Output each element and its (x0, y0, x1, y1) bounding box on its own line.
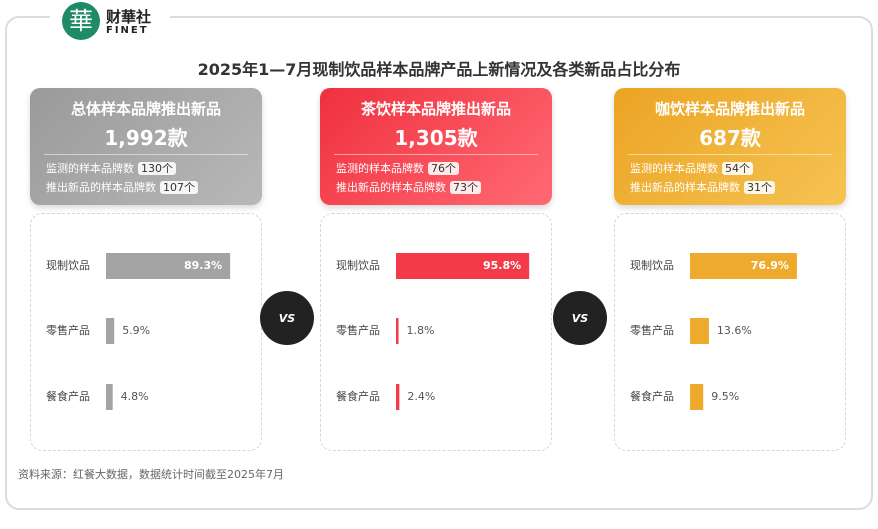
stat-label: 推出新品的样本品牌数 (336, 181, 446, 194)
panel-card: 咖饮样本品牌推出新品 687款监测的样本品牌数 54个推出新品的样本品牌数 31个 (614, 88, 846, 205)
panel-stat: 监测的样本品牌数 76个 (336, 160, 459, 176)
panel-total: 1,992款 (104, 126, 188, 150)
panel-title: 总体样本品牌推出新品 (70, 100, 221, 118)
panel-card: 总体样本品牌推出新品 1,992款监测的样本品牌数 130个推出新品的样本品牌数 10… (30, 88, 262, 205)
stat-value: 73个 (450, 181, 481, 194)
category-label: 零售产品 (336, 323, 380, 337)
stat-value: 130个 (138, 162, 176, 175)
logo: 華 财華社 FINET (50, 0, 170, 44)
stat-label: 推出新品的样本品牌数 (630, 181, 740, 194)
category-label: 现制饮品 (630, 259, 674, 272)
logo-latin: FINET (106, 25, 149, 36)
value-label: 5.9% (122, 324, 150, 337)
stat-value: 107个 (160, 181, 198, 194)
bar (396, 253, 530, 279)
category-label: 零售产品 (46, 323, 90, 337)
bar (106, 253, 231, 279)
chart-box (30, 213, 262, 451)
value-label: 2.4% (407, 390, 435, 403)
logo-name: 财華社 (106, 8, 152, 26)
title: 2025年1—7月现制饮品样本品牌产品上新情况及各类新品占比分布 (197, 60, 681, 79)
panel-stat: 推出新品的样本品牌数 73个 (336, 179, 481, 195)
chart-box (320, 213, 552, 451)
divider (334, 154, 538, 155)
vs-badge (553, 291, 607, 345)
stat-value: 76个 (428, 162, 459, 175)
category-label: 餐食产品 (336, 389, 380, 403)
stat-label: 监测的样本品牌数 (46, 162, 134, 175)
bar (690, 318, 709, 344)
bar (690, 384, 704, 410)
value-label: 95.8% (483, 259, 521, 272)
chart-box (614, 213, 846, 451)
logo-mark: 華 (62, 2, 100, 40)
bar (106, 318, 115, 344)
divider (628, 154, 832, 155)
frame (5, 16, 873, 510)
category-label: 现制饮品 (46, 259, 90, 272)
panel-card: 茶饮样本品牌推出新品 1,305款监测的样本品牌数 76个推出新品的样本品牌数 73个 (320, 88, 552, 205)
stat-label: 监测的样本品牌数 (630, 162, 718, 175)
bar (396, 318, 399, 344)
vs-text: VS (279, 312, 296, 325)
panel-stat: 监测的样本品牌数 130个 (46, 160, 176, 176)
panel-total: 687款 (699, 126, 761, 150)
divider (44, 154, 248, 155)
stat-label: 监测的样本品牌数 (336, 162, 424, 175)
category-label: 餐食产品 (46, 389, 90, 403)
stat-label: 推出新品的样本品牌数 (46, 181, 156, 194)
vs-text: VS (572, 312, 589, 325)
source: 资料来源：红餐大数据，数据统计时间截至2025年7月 (18, 468, 284, 481)
panel-stat: 推出新品的样本品牌数 107个 (46, 179, 198, 195)
value-label: 9.5% (711, 390, 739, 403)
value-label: 13.6% (717, 324, 752, 337)
panel-stat: 监测的样本品牌数 54个 (630, 160, 753, 176)
value-label: 89.3% (184, 259, 222, 272)
value-label: 76.9% (751, 259, 789, 272)
value-label: 1.8% (407, 324, 435, 337)
stat-value: 31个 (744, 181, 775, 194)
bar (690, 253, 797, 279)
panel-title: 咖饮样本品牌推出新品 (654, 100, 805, 118)
stat-value: 54个 (722, 162, 753, 175)
panel-stat: 推出新品的样本品牌数 31个 (630, 179, 775, 195)
bar (106, 384, 113, 410)
bar (396, 384, 400, 410)
vs-badge (260, 291, 314, 345)
panel-title: 茶饮样本品牌推出新品 (360, 100, 511, 118)
category-label: 餐食产品 (630, 389, 674, 403)
value-label: 4.8% (121, 390, 149, 403)
category-label: 零售产品 (630, 323, 674, 337)
panel-total: 1,305款 (394, 126, 478, 150)
category-label: 现制饮品 (336, 259, 380, 272)
